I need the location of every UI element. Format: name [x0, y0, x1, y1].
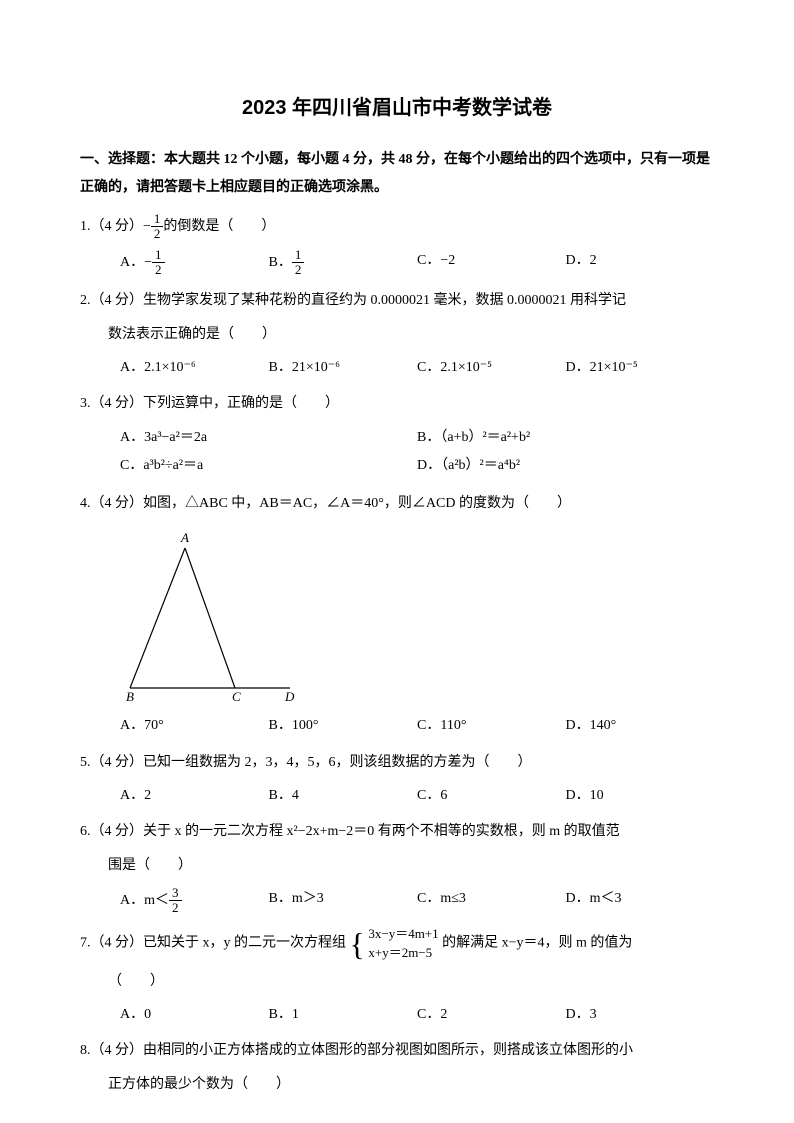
- q3-opt-a: A．3a³−a²＝2a: [120, 424, 417, 452]
- q2-opt-d: D．21×10⁻⁵: [566, 355, 715, 380]
- q3-text: 3.（4 分）下列运算中，正确的是（ ）: [80, 390, 714, 418]
- fraction: 32: [169, 886, 182, 916]
- question-5: 5.（4 分）已知一组数据为 2，3，4，5，6，则该组数据的方差为（ ） A．…: [80, 749, 714, 808]
- question-7: 7.（4 分）已知关于 x，y 的二元一次方程组 { 3x−y＝4m+1 x+y…: [80, 925, 714, 1027]
- q7-opt-c: C．2: [417, 1002, 566, 1027]
- q1-prefix: 1.（4 分）: [80, 219, 143, 234]
- triangle-diagram: A B C D: [120, 528, 300, 703]
- fraction: 12: [292, 248, 305, 278]
- q3-opt-d: D．（a²b）²＝a⁴b²: [417, 452, 714, 480]
- q1-opt-c: C．−2: [417, 248, 566, 278]
- q7-t1: 7.（4 分）已知关于 x，y 的二元一次方程组: [80, 936, 346, 951]
- q5-opt-a: A．2: [120, 783, 269, 808]
- q8-line1: 8.（4 分）由相同的小正方体搭成的立体图形的部分视图如图所示，则搭成该立体图形…: [80, 1037, 714, 1065]
- q7-opt-d: D．3: [566, 1002, 715, 1027]
- q1-t1: −: [143, 219, 151, 234]
- fraction: 12: [151, 212, 164, 242]
- q5-opt-d: D．10: [566, 783, 715, 808]
- equation-system: 3x−y＝4m+1 x+y＝2m−5: [368, 925, 438, 961]
- q2-opt-a: A．2.1×10⁻⁶: [120, 355, 269, 380]
- q3-opt-b: B．（a+b）²＝a²+b²: [417, 424, 714, 452]
- q2-opt-b: B．21×10⁻⁶: [269, 355, 418, 380]
- brace-icon: {: [350, 936, 365, 952]
- svg-text:D: D: [284, 689, 295, 703]
- q1-opt-a: A．−12: [120, 248, 269, 278]
- q6-opt-a: A．m＜32: [120, 886, 269, 916]
- q2-line2: 数法表示正确的是（ ）: [80, 321, 714, 349]
- svg-text:A: A: [180, 530, 189, 545]
- q3-opt-c: C．a³b²÷a²＝a: [120, 452, 417, 480]
- q2-opt-c: C．2.1×10⁻⁵: [417, 355, 566, 380]
- page-title: 2023 年四川省眉山市中考数学试卷: [80, 90, 714, 126]
- question-6: 6.（4 分）关于 x 的一元二次方程 x²−2x+m−2＝0 有两个不相等的实…: [80, 818, 714, 916]
- q4-opt-d: D．140°: [566, 713, 715, 738]
- q2-line1: 2.（4 分）生物学家发现了某种花粉的直径约为 0.0000021 毫米，数据 …: [80, 287, 714, 315]
- q7-blank: （ ）: [80, 968, 714, 996]
- q5-opt-b: B．4: [269, 783, 418, 808]
- q4-opt-b: B．100°: [269, 713, 418, 738]
- question-8: 8.（4 分）由相同的小正方体搭成的立体图形的部分视图如图所示，则搭成该立体图形…: [80, 1037, 714, 1099]
- q6-opt-c: C．m≤3: [417, 886, 566, 916]
- q8-line2: 正方体的最少个数为（ ）: [80, 1071, 714, 1099]
- q5-opt-c: C．6: [417, 783, 566, 808]
- q1-t2: 的倒数是（ ）: [163, 219, 275, 234]
- fraction: 12: [152, 248, 165, 278]
- svg-text:C: C: [232, 689, 241, 703]
- q1-opt-d: D．2: [566, 248, 715, 278]
- q7-opt-a: A．0: [120, 1002, 269, 1027]
- q4-opt-a: A．70°: [120, 713, 269, 738]
- q5-text: 5.（4 分）已知一组数据为 2，3，4，5，6，则该组数据的方差为（ ）: [80, 749, 714, 777]
- question-3: 3.（4 分）下列运算中，正确的是（ ） A．3a³−a²＝2a B．（a+b）…: [80, 390, 714, 480]
- svg-text:B: B: [126, 689, 134, 703]
- section-header: 一、选择题：本大题共 12 个小题，每小题 4 分，共 48 分，在每个小题给出…: [80, 146, 714, 202]
- question-2: 2.（4 分）生物学家发现了某种花粉的直径约为 0.0000021 毫米，数据 …: [80, 287, 714, 380]
- q6-opt-d: D．m＜3: [566, 886, 715, 916]
- q4-text: 4.（4 分）如图，△ABC 中，AB＝AC，∠A＝40°，则∠ACD 的度数为…: [80, 490, 714, 518]
- q7-t2: 的解满足 x−y＝4，则 m 的值为: [442, 936, 632, 951]
- question-1: 1.（4 分）−12的倒数是（ ） A．−12 B．12 C．−2 D．2: [80, 212, 714, 277]
- question-4: 4.（4 分）如图，△ABC 中，AB＝AC，∠A＝40°，则∠ACD 的度数为…: [80, 490, 714, 738]
- q6-opt-b: B．m＞3: [269, 886, 418, 916]
- q7-opt-b: B．1: [269, 1002, 418, 1027]
- q4-opt-c: C．110°: [417, 713, 566, 738]
- q6-line2: 围是（ ）: [80, 852, 714, 880]
- q6-line1: 6.（4 分）关于 x 的一元二次方程 x²−2x+m−2＝0 有两个不相等的实…: [80, 818, 714, 846]
- q1-opt-b: B．12: [269, 248, 418, 278]
